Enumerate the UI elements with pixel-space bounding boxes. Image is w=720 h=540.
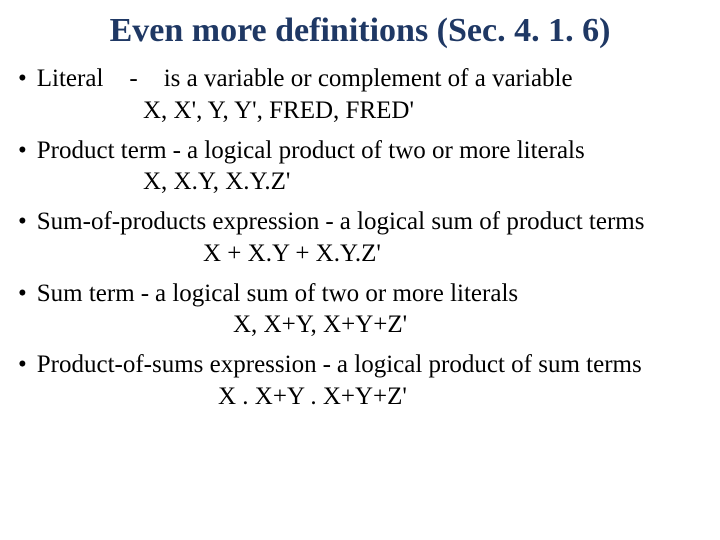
separator: - [317, 348, 337, 382]
example-text: X, X.Y, X.Y.Z' [143, 165, 702, 199]
bullet-icon: • [18, 62, 27, 96]
term-label: Literal [37, 62, 104, 96]
separator: - [135, 277, 155, 311]
bullet-icon: • [18, 134, 27, 168]
bullet-icon: • [18, 277, 27, 311]
slide-title: Even more definitions (Sec. 4. 1. 6) [18, 12, 702, 50]
definition-item: • Sum term - a logical sum of two or mor… [18, 277, 702, 343]
definition-item: • Product term - a logical product of tw… [18, 134, 702, 200]
bullet-icon: • [18, 205, 27, 239]
separator: - [103, 62, 163, 96]
term-label: Sum-of-products expression [37, 205, 320, 239]
example-text: X, X+Y, X+Y+Z' [233, 308, 702, 342]
example-text: X, X', Y, Y', FRED, FRED' [143, 94, 702, 128]
separator: - [319, 205, 339, 239]
definition-text: a logical sum of product terms [340, 205, 645, 239]
definition-line: • Sum-of-products expression - a logical… [18, 205, 702, 239]
definition-line: • Sum term - a logical sum of two or mor… [18, 277, 702, 311]
definition-text: is a variable or complement of a variabl… [164, 62, 573, 96]
separator: - [167, 134, 187, 168]
term-label: Product term [37, 134, 167, 168]
definition-item: • Sum-of-products expression - a logical… [18, 205, 702, 271]
example-text: X . X+Y . X+Y+Z' [218, 380, 702, 414]
definition-text: a logical sum of two or more literals [155, 277, 518, 311]
term-label: Sum term [37, 277, 135, 311]
bullet-icon: • [18, 348, 27, 382]
term-label: Product-of-sums expression [37, 348, 317, 382]
definition-line: • Product-of-sums expression - a logical… [18, 348, 702, 382]
definition-item: • Product-of-sums expression - a logical… [18, 348, 702, 414]
definition-item: • Literal - is a variable or complement … [18, 62, 702, 128]
definition-text: a logical product of two or more literal… [187, 134, 585, 168]
definition-line: • Literal - is a variable or complement … [18, 62, 702, 96]
example-text: X + X.Y + X.Y.Z' [203, 237, 702, 271]
definition-line: • Product term - a logical product of tw… [18, 134, 702, 168]
definition-text: a logical product of sum terms [337, 348, 642, 382]
